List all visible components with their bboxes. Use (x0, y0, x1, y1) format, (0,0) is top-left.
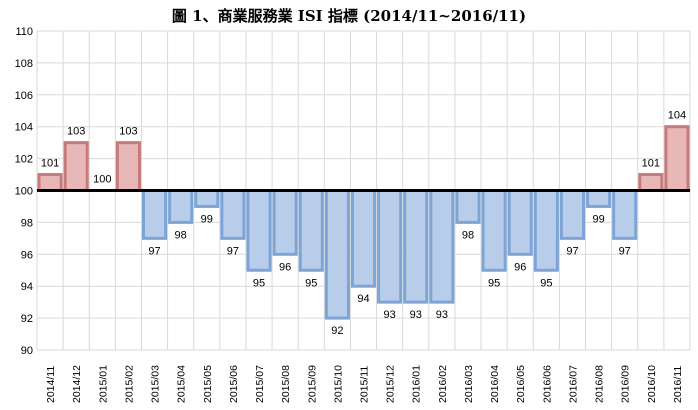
x-tick-label: 2015/07 (254, 365, 266, 403)
bar (638, 173, 664, 193)
x-tick-label: 2016/07 (567, 365, 579, 403)
y-axis: 90 92 94 96 98 100 102 104 106 108 110 (15, 26, 33, 357)
bar (559, 189, 586, 240)
data-label: 100 (93, 174, 111, 186)
x-tick-label: 2015/10 (332, 365, 344, 403)
y-tick-label: 102 (15, 154, 33, 166)
bar (455, 189, 481, 224)
y-tick-label: 92 (21, 313, 33, 325)
x-tick-label: 2016/08 (594, 365, 606, 403)
bar (586, 189, 612, 208)
y-tick-label: 94 (21, 281, 33, 293)
x-tick-label: 2015/04 (176, 365, 188, 403)
data-label: 98 (462, 229, 474, 241)
data-label: 95 (253, 277, 265, 289)
x-tick-label: 2015/05 (202, 365, 214, 403)
data-label: 96 (279, 261, 291, 273)
data-label: 103 (119, 126, 137, 138)
x-tick-label: 2015/06 (228, 365, 240, 403)
x-tick-label: 2016/11 (672, 366, 684, 403)
data-label: 93 (410, 309, 422, 321)
bar (194, 189, 220, 208)
bar (298, 189, 324, 272)
bar (115, 141, 141, 192)
x-tick-label: 2016/03 (463, 365, 475, 403)
y-tick-label: 104 (15, 122, 33, 134)
x-axis: 2014/11 2014/12 2015/01 2015/02 2015/03 2015/… (45, 365, 684, 403)
bar (403, 189, 429, 304)
data-label: 98 (175, 229, 187, 241)
y-tick-label: 98 (21, 217, 33, 229)
x-tick-label: 2015/08 (280, 365, 292, 403)
bar (324, 189, 350, 320)
data-label: 101 (41, 158, 59, 170)
y-tick-label: 90 (21, 345, 33, 357)
data-label: 93 (383, 309, 395, 321)
data-label: 101 (642, 158, 660, 170)
bar (246, 189, 272, 272)
data-labels: 101 103 100 103 97 98 99 97 95 96 95 92 94 93 93 93 98 95… (41, 110, 686, 337)
bar (350, 189, 377, 288)
x-tick-label: 2015/09 (306, 365, 318, 403)
bar (507, 189, 533, 256)
x-tick-label: 2015/01 (97, 365, 109, 403)
data-label: 97 (227, 245, 239, 257)
bar (429, 189, 455, 304)
x-tick-label: 2015/02 (123, 365, 135, 403)
bar (141, 189, 168, 240)
data-label: 95 (540, 277, 552, 289)
data-label: 97 (619, 245, 631, 257)
data-label: 99 (592, 213, 604, 225)
bar (168, 189, 194, 224)
bar (37, 173, 63, 193)
data-label: 95 (488, 277, 500, 289)
x-tick-label: 2016/02 (437, 365, 449, 403)
bar (220, 189, 246, 240)
x-tick-label: 2015/03 (150, 365, 162, 403)
x-tick-label: 2015/11 (359, 366, 371, 403)
bar (377, 189, 403, 304)
y-tick-label: 100 (15, 186, 33, 198)
bar (533, 189, 559, 272)
bar (664, 125, 690, 192)
bars (37, 125, 690, 320)
data-label: 94 (357, 293, 369, 305)
bar (63, 141, 89, 192)
chart-title: 圖 1、商業服務業 ISI 指標 (2014/11~2016/11) (171, 7, 527, 25)
data-label: 97 (148, 245, 160, 257)
bar (612, 189, 638, 240)
data-label: 99 (201, 213, 213, 225)
y-tick-label: 108 (15, 58, 33, 70)
data-label: 93 (436, 309, 448, 321)
x-tick-label: 2015/12 (385, 365, 397, 403)
bar (272, 189, 298, 256)
x-tick-label: 2016/04 (489, 365, 501, 403)
data-label: 96 (514, 261, 526, 273)
data-label: 104 (668, 110, 686, 122)
x-tick-label: 2016/05 (515, 365, 527, 403)
data-label: 103 (67, 126, 85, 138)
x-tick-label: 2016/10 (646, 365, 658, 403)
y-tick-label: 110 (15, 26, 33, 38)
x-tick-label: 2016/09 (620, 365, 632, 403)
x-tick-label: 2014/11 (45, 366, 57, 403)
y-tick-label: 96 (21, 249, 33, 261)
x-tick-label: 2016/06 (541, 365, 553, 403)
data-label: 95 (305, 277, 317, 289)
x-tick-label: 2014/12 (71, 365, 83, 403)
data-label: 97 (566, 245, 578, 257)
bar (481, 189, 507, 272)
y-tick-label: 106 (15, 90, 33, 102)
data-label: 92 (331, 325, 343, 337)
x-tick-label: 2016/01 (411, 365, 423, 403)
